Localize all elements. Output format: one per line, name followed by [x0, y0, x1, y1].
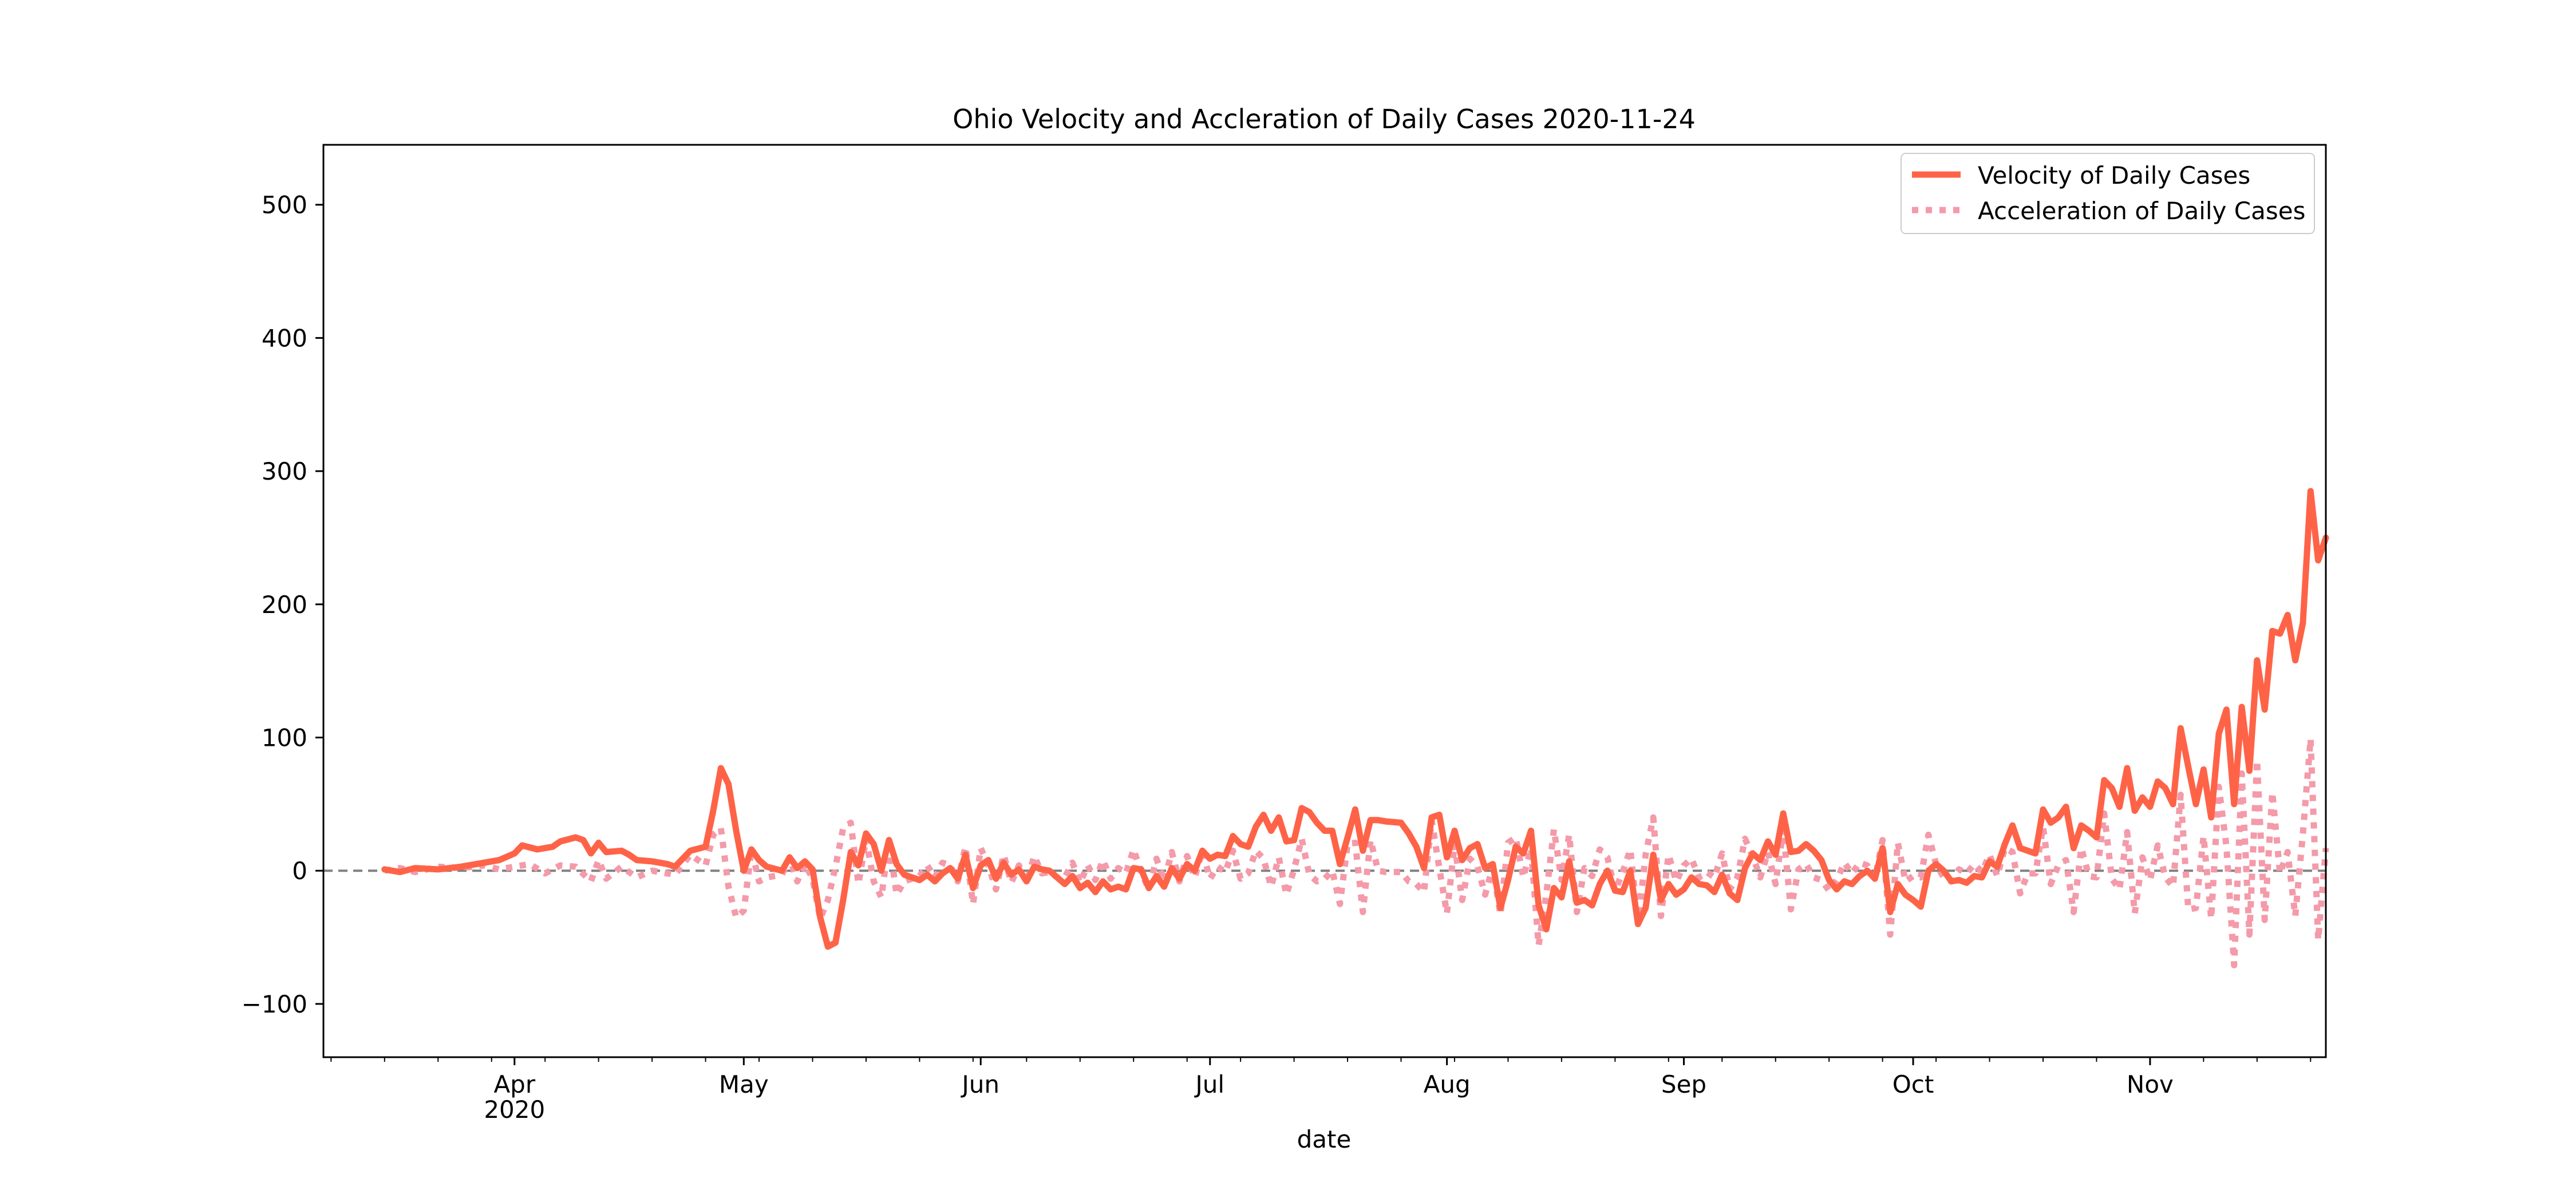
x-tick-label: Apr — [493, 1070, 535, 1098]
x-tick-label: Jun — [960, 1070, 999, 1098]
x-tick-label: Nov — [2127, 1070, 2174, 1098]
series-line-acceleration — [384, 736, 2329, 968]
y-tick-label: 500 — [262, 191, 307, 219]
plot-area — [323, 488, 2329, 968]
x-axis-label: date — [1297, 1125, 1352, 1153]
legend: Velocity of Daily Cases Acceleration of … — [1901, 153, 2315, 234]
x-tick-label: Oct — [1893, 1070, 1934, 1098]
y-axis: −100 0 100 200 300 400 500 — [242, 191, 323, 1018]
y-tick-label: 200 — [262, 591, 307, 619]
legend-label-acceleration: Acceleration of Daily Cases — [1978, 197, 2305, 225]
axes-frame — [322, 144, 2327, 1058]
series-line-velocity — [381, 488, 2329, 950]
y-tick-label: 0 — [292, 857, 307, 885]
x-tick-label: Aug — [1424, 1070, 1471, 1098]
x-tick-label: Sep — [1661, 1070, 1706, 1098]
chart-title: Ohio Velocity and Accleration of Daily C… — [953, 104, 1696, 135]
y-tick-label: 400 — [262, 324, 307, 352]
x-tick-sublabel: 2020 — [484, 1096, 545, 1124]
y-tick-label: −100 — [242, 990, 307, 1018]
legend-frame — [1901, 153, 2315, 234]
x-tick-label: Jul — [1194, 1070, 1224, 1098]
x-tick-label: May — [719, 1070, 769, 1098]
y-tick-label: 300 — [262, 457, 307, 485]
legend-label-velocity: Velocity of Daily Cases — [1978, 161, 2250, 189]
y-tick-label: 100 — [262, 724, 307, 752]
